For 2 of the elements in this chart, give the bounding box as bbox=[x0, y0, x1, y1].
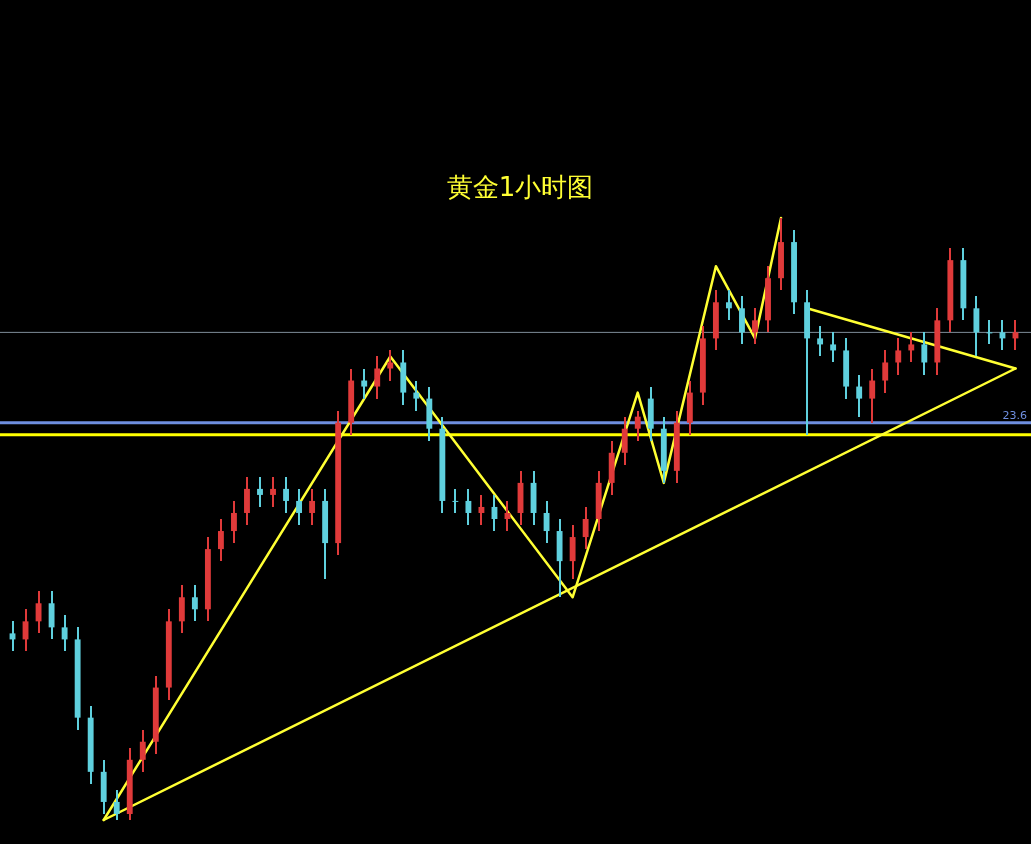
chart-title: 黄金1小时图 bbox=[446, 172, 594, 202]
annotation: 23.6 bbox=[1002, 408, 1027, 422]
